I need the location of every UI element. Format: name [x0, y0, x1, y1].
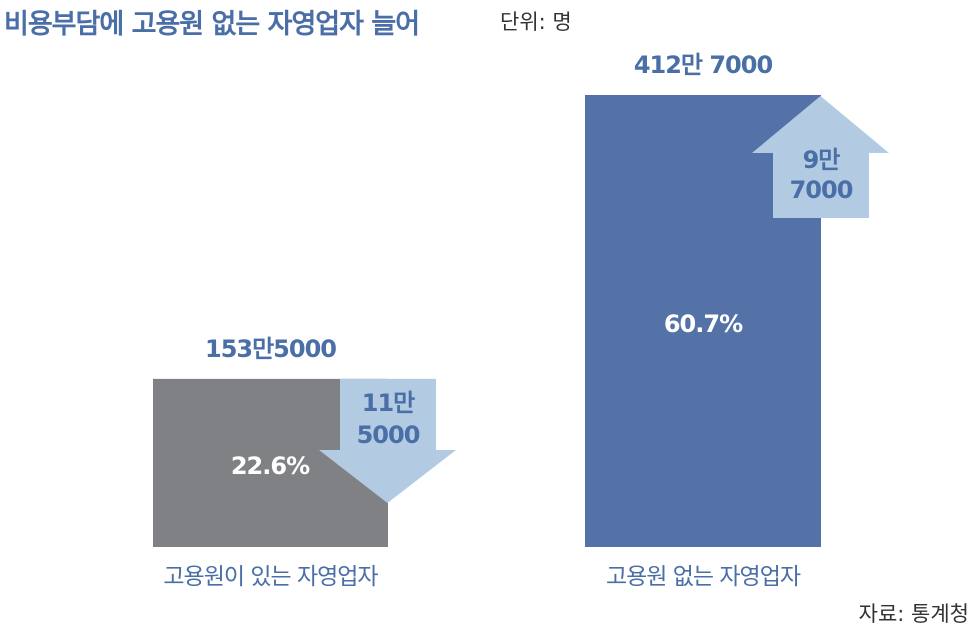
bar-share-label-2: 60.7% [664, 310, 743, 338]
unit-label: 단위: 명 [500, 10, 572, 34]
chart-title: 비용부담에 고용원 없는 자영업자 늘어 [4, 9, 420, 40]
bar-value-label-1: 153만5000 [205, 335, 336, 363]
bar-share-label-1: 22.6% [231, 452, 310, 480]
change-arrow-up [752, 96, 889, 218]
category-label-1: 고용원이 있는 자영업자 [163, 564, 378, 590]
change-label-line-1: 11만 [362, 389, 415, 417]
bar-value-label-2: 412만 7000 [634, 51, 773, 79]
change-label-line-1: 9만 [803, 146, 841, 174]
source-label: 자료: 통계청 [858, 602, 969, 626]
change-label-line-2: 7000 [790, 176, 853, 204]
change-arrow-down [319, 378, 456, 503]
change-label-line-2: 5000 [357, 421, 420, 449]
category-label-2: 고용원 없는 자영업자 [606, 564, 801, 590]
